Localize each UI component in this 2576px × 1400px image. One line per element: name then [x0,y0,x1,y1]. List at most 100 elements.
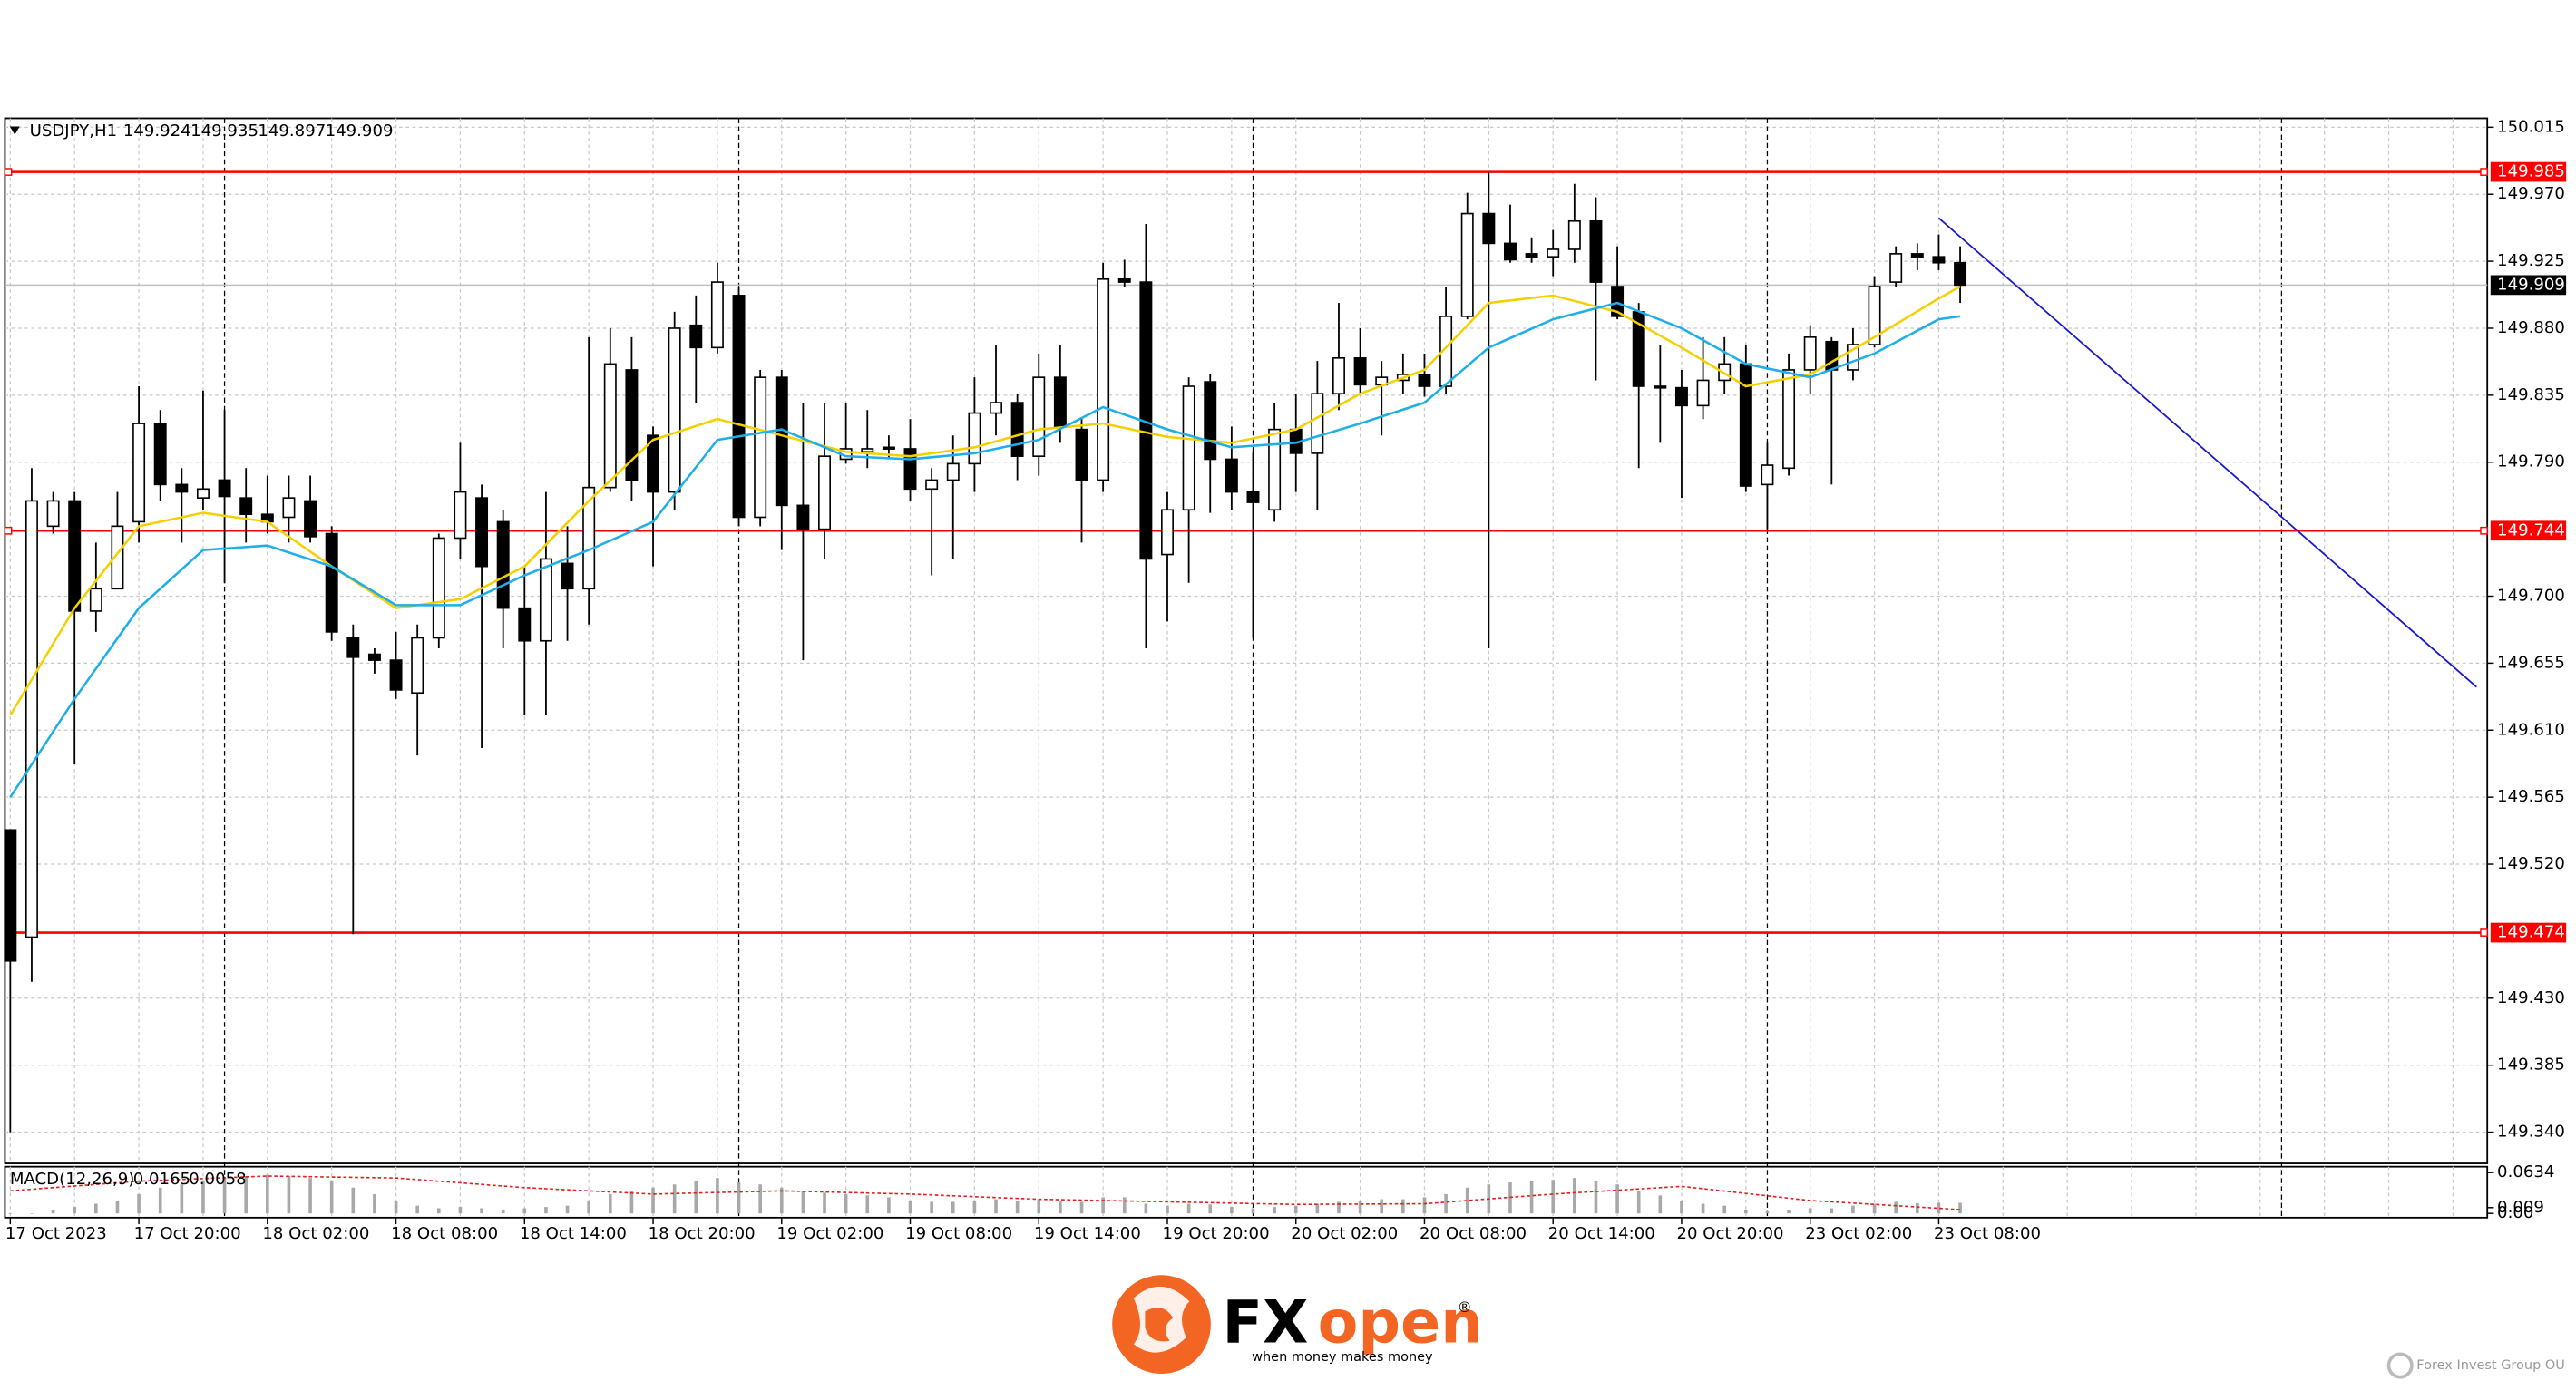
y-tick-label: 149.520 [2497,854,2565,873]
candle-body [1053,376,1067,428]
macd-bar [373,1193,376,1214]
level-label: 149.985 [2497,162,2565,181]
level-label-box [2490,922,2567,943]
y-tick-label: 149.340 [2497,1123,2565,1142]
macd-bar [480,1208,483,1214]
macd-bar [1315,1203,1320,1214]
macd-bar [930,1201,933,1214]
candle-body [647,434,660,493]
macd-bar [1337,1201,1341,1214]
macd-bar [1079,1201,1084,1214]
candle-body [1910,253,1924,258]
macd-bar [351,1187,356,1214]
macd-bar [180,1184,184,1214]
candle-body [775,376,788,507]
y-tick-label: 149.835 [2497,385,2565,404]
macd-bar [1380,1199,1384,1214]
candle-body [454,491,467,540]
logo-prefix: FX [1223,1288,1309,1357]
candle-body [1739,363,1752,487]
macd-bar [887,1197,891,1214]
candle-body [1503,242,1517,261]
macd-bar [1273,1207,1276,1214]
macd-bar [501,1209,505,1214]
macd-bar [608,1193,612,1214]
company-icon [2386,1352,2414,1379]
candle-body [1868,286,1881,345]
x-tick-label: 20 Oct 14:00 [1548,1224,1655,1243]
macd-bar [844,1193,848,1214]
x-tick-label: 19 Oct 02:00 [776,1224,883,1243]
x-tick-label: 18 Oct 20:00 [649,1224,756,1243]
macd-bar [716,1178,719,1214]
macd-bar [458,1207,463,1214]
candle-body [518,607,532,642]
candle-body [1825,340,1839,371]
macd-bar [1422,1197,1427,1214]
macd-bar [1701,1203,1705,1214]
macd-bar [1594,1181,1598,1214]
x-tick-label: 19 Oct 14:00 [1034,1224,1141,1243]
candle-body [1654,385,1667,389]
macd-bar [1573,1178,1576,1214]
macd-bar [1658,1195,1663,1214]
candle-body [1010,402,1024,457]
macd-bar [1894,1201,1898,1214]
macd-bar [1358,1200,1362,1214]
macd-bar [951,1201,955,1214]
signal-value: 0.0058 [189,1170,246,1189]
candle-body [1225,458,1238,493]
candle-body [968,412,981,465]
candle-body [1567,219,1581,250]
candle-body [1460,212,1474,317]
candle-body [925,479,939,491]
candle-body [539,558,552,642]
candle-body [990,402,1002,414]
macd-bar [94,1203,98,1214]
macd-bar [1037,1199,1041,1214]
macd-bar [1744,1210,1748,1214]
candle-body [475,497,489,568]
low-price: 149.897 [258,122,326,141]
candle-body [239,497,253,516]
level-anchor [2480,928,2488,937]
macd-bar [244,1176,249,1214]
macd-bar [1059,1200,1062,1214]
candle-body [603,363,617,489]
macd-bar [1230,1207,1234,1214]
candle-body [68,500,82,612]
candle-body [304,500,317,538]
chart-title: USDJPY,H1 [30,122,117,141]
macd-bar [801,1191,805,1214]
candle-body [1161,509,1174,556]
level-anchor [4,526,13,535]
macd-bar [137,1193,141,1214]
symbol-menu-arrow[interactable] [9,126,20,135]
candle-body [561,562,574,590]
level-anchor [2480,168,2488,176]
logo-emblem-detail [1145,1308,1174,1342]
candle-body [175,483,189,493]
level-label: 149.744 [2497,520,2565,540]
y-tick-label: 149.565 [2497,787,2565,806]
candle-body [689,324,703,349]
candle-body [668,327,681,493]
candle-body [1611,286,1625,317]
candle-body [24,500,38,938]
macd-bar [1186,1203,1191,1214]
macd-bar [73,1207,77,1214]
level-label: 149.474 [2497,923,2565,942]
macd-bar [30,1213,34,1214]
candle-body [1803,336,1817,371]
macd-bar [436,1208,441,1214]
y-tick-label: 150.015 [2497,117,2565,136]
macd-signal [10,1175,1961,1210]
macd-bar [1251,1208,1255,1214]
candle-body [1246,491,1260,503]
macd-bar [115,1200,120,1214]
candle-body [946,462,960,481]
macd-bar [51,1210,55,1214]
macd-bar [1916,1202,1919,1214]
macd-bar [522,1208,527,1214]
